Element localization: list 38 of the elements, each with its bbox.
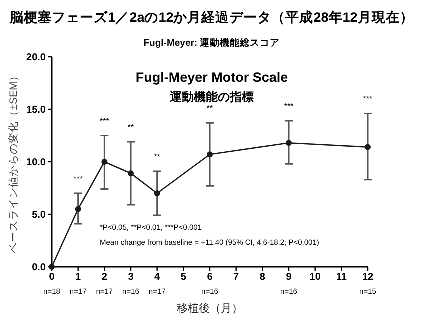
annotation: ** bbox=[154, 152, 160, 162]
point bbox=[286, 140, 292, 146]
point bbox=[128, 170, 134, 177]
x-tick-label: 10 bbox=[310, 272, 322, 283]
x-tick-label: 11 bbox=[336, 272, 348, 283]
annotation: *** bbox=[100, 116, 110, 126]
point bbox=[365, 144, 371, 150]
y-tick-label: 20.0 bbox=[26, 52, 46, 64]
x-tick-label: 9 bbox=[286, 272, 292, 283]
chart-title: 脳梗塞フェーズ1／2aの12か月経過データ（平成28年12月現在） bbox=[9, 9, 414, 25]
x-tick-label: 1 bbox=[76, 272, 82, 283]
point bbox=[75, 206, 82, 212]
annotation: 運動機能の指標 bbox=[169, 90, 254, 104]
x-tick-label: 5 bbox=[180, 272, 187, 283]
x-tick-label: 6 bbox=[207, 272, 214, 283]
annotation: ** bbox=[128, 123, 134, 132]
x-tick-label: 3 bbox=[128, 272, 134, 283]
point bbox=[154, 190, 160, 196]
annotation: *** bbox=[284, 102, 294, 112]
annotation: *** bbox=[74, 174, 84, 184]
annotation: *** bbox=[363, 94, 373, 104]
annotation: ** bbox=[206, 104, 214, 114]
point bbox=[207, 152, 213, 158]
x-tick-label: 12 bbox=[362, 272, 374, 283]
x-tick-label: 4 bbox=[154, 272, 161, 283]
y-axis-title: ベースライン値からの変化（±SEM） bbox=[7, 70, 20, 254]
x-tick-label: 2 bbox=[102, 272, 108, 283]
point bbox=[102, 159, 108, 165]
x-tick-label: 0 bbox=[49, 272, 56, 283]
y-tick-label: 0.0 bbox=[32, 262, 46, 274]
x-tick-label: 8 bbox=[260, 272, 266, 283]
chart-subtitle: Fugl-Meyer: 運動機能総スコア bbox=[144, 37, 280, 49]
y-tick-label: 10.0 bbox=[26, 158, 46, 168]
y-tick-label: 5.0 bbox=[32, 210, 46, 221]
annotation: Fugl-Meyer Motor Scale bbox=[136, 70, 289, 85]
y-tick-label: 15.0 bbox=[26, 105, 46, 116]
x-tick-label: 7 bbox=[234, 272, 240, 283]
x-axis-title: 移植後（月） bbox=[177, 302, 243, 315]
